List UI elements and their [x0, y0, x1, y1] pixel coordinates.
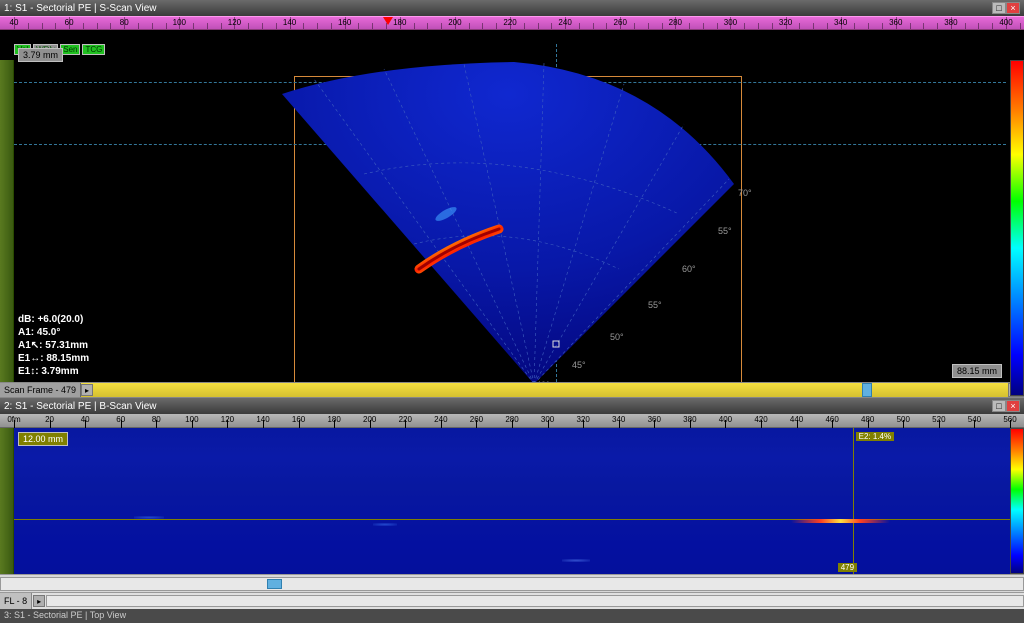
pane1-colorbar — [1010, 60, 1024, 396]
angle-55: 55° — [648, 300, 662, 310]
bscan-view[interactable]: 12.00 mm E2: 1.4% 479 — [14, 428, 1010, 574]
pane2-window-buttons: □ × — [992, 400, 1020, 412]
pane2-tl-badge: 12.00 mm — [18, 432, 68, 446]
bscan-spot-1 — [134, 516, 164, 519]
info-a1: A1: 45.0° — [18, 326, 89, 339]
sector-graphic — [14, 44, 1006, 382]
bscan-cursor-v[interactable] — [853, 428, 854, 574]
scan-frame-track[interactable] — [93, 383, 1006, 397]
pane1-horizontal-ruler[interactable]: 4060801001201401601802002202402602803003… — [0, 16, 1024, 30]
cursor-marker[interactable] — [553, 341, 560, 348]
pane2-maximize-button[interactable]: □ — [992, 400, 1006, 412]
info-db: dB: +6.0(20.0) — [18, 313, 89, 326]
bscan-spot-3 — [562, 559, 590, 562]
pane2-horizontal-ruler[interactable]: 0fm2040608010012014016018020022024026028… — [0, 414, 1024, 428]
pane1-close-button[interactable]: × — [1006, 2, 1020, 14]
fl-track[interactable] — [46, 595, 1024, 607]
angle-55b: 55° — [718, 226, 732, 236]
bscan-spot-2 — [373, 523, 397, 526]
pane1-title: 1: S1 - Sectorial PE | S-Scan View — [4, 3, 992, 14]
pane1-window-buttons: □ × — [992, 2, 1020, 14]
sscan-panel: 3.79 mm Vel WDly Sen TCG 88.15 mm — [0, 30, 1024, 382]
angle-45: 45° — [572, 360, 586, 370]
measurement-info: dB: +6.0(20.0) A1: 45.0° A1↖: 57.31mm E1… — [18, 313, 89, 378]
bottom-scroll-track[interactable] — [0, 577, 1024, 591]
info-a1s: A1↖: 57.31mm — [18, 339, 89, 352]
pane2-title-bar: 2: S1 - Sectorial PE | B-Scan View □ × — [0, 398, 1024, 414]
bscan-indication — [791, 519, 891, 523]
scan-frame-label: Scan Frame - 479 — [0, 383, 81, 397]
pane1-title-bar: 1: S1 - Sectorial PE | S-Scan View □ × — [0, 0, 1024, 16]
pane2-title: 2: S1 - Sectorial PE | B-Scan View — [4, 401, 992, 412]
angle-60: 60° — [682, 264, 696, 274]
pane3-title: 3: S1 - Sectorial PE | Top View — [0, 609, 1024, 623]
info-e1v: E1↕: 3.79mm — [18, 365, 89, 378]
pane1-vertical-ruler[interactable] — [0, 60, 14, 382]
scan-frame-step-button[interactable]: ▸ — [81, 384, 93, 396]
fl-step-button[interactable]: ▸ — [33, 595, 45, 607]
angle-70: 70° — [738, 188, 752, 198]
pane2-vertical-ruler[interactable] — [0, 428, 14, 574]
pane2-colorbar — [1010, 428, 1024, 574]
pane1-maximize-button[interactable]: □ — [992, 2, 1006, 14]
sscan-view[interactable]: 3.79 mm Vel WDly Sen TCG 88.15 mm — [14, 44, 1006, 382]
scan-frame-thumb[interactable] — [862, 383, 872, 397]
fl-bar: FL - 8 ▸ — [0, 592, 1024, 609]
scan-frame-bar: Scan Frame - 479 ▸ — [0, 382, 1024, 398]
angle-50: 50° — [610, 332, 624, 342]
pane2-frame-badge: 479 — [838, 563, 857, 572]
fl-label: FL - 8 — [0, 593, 32, 609]
info-e1h: E1↔: 88.15mm — [18, 352, 89, 365]
pane2-e2-badge: E2: 1.4% — [856, 432, 894, 441]
bottom-scrollbar — [0, 574, 1024, 592]
bottom-scroll-thumb[interactable] — [267, 579, 282, 589]
pane2-close-button[interactable]: × — [1006, 400, 1020, 412]
bscan-panel: 0fm2040608010012014016018020022024026028… — [0, 414, 1024, 574]
